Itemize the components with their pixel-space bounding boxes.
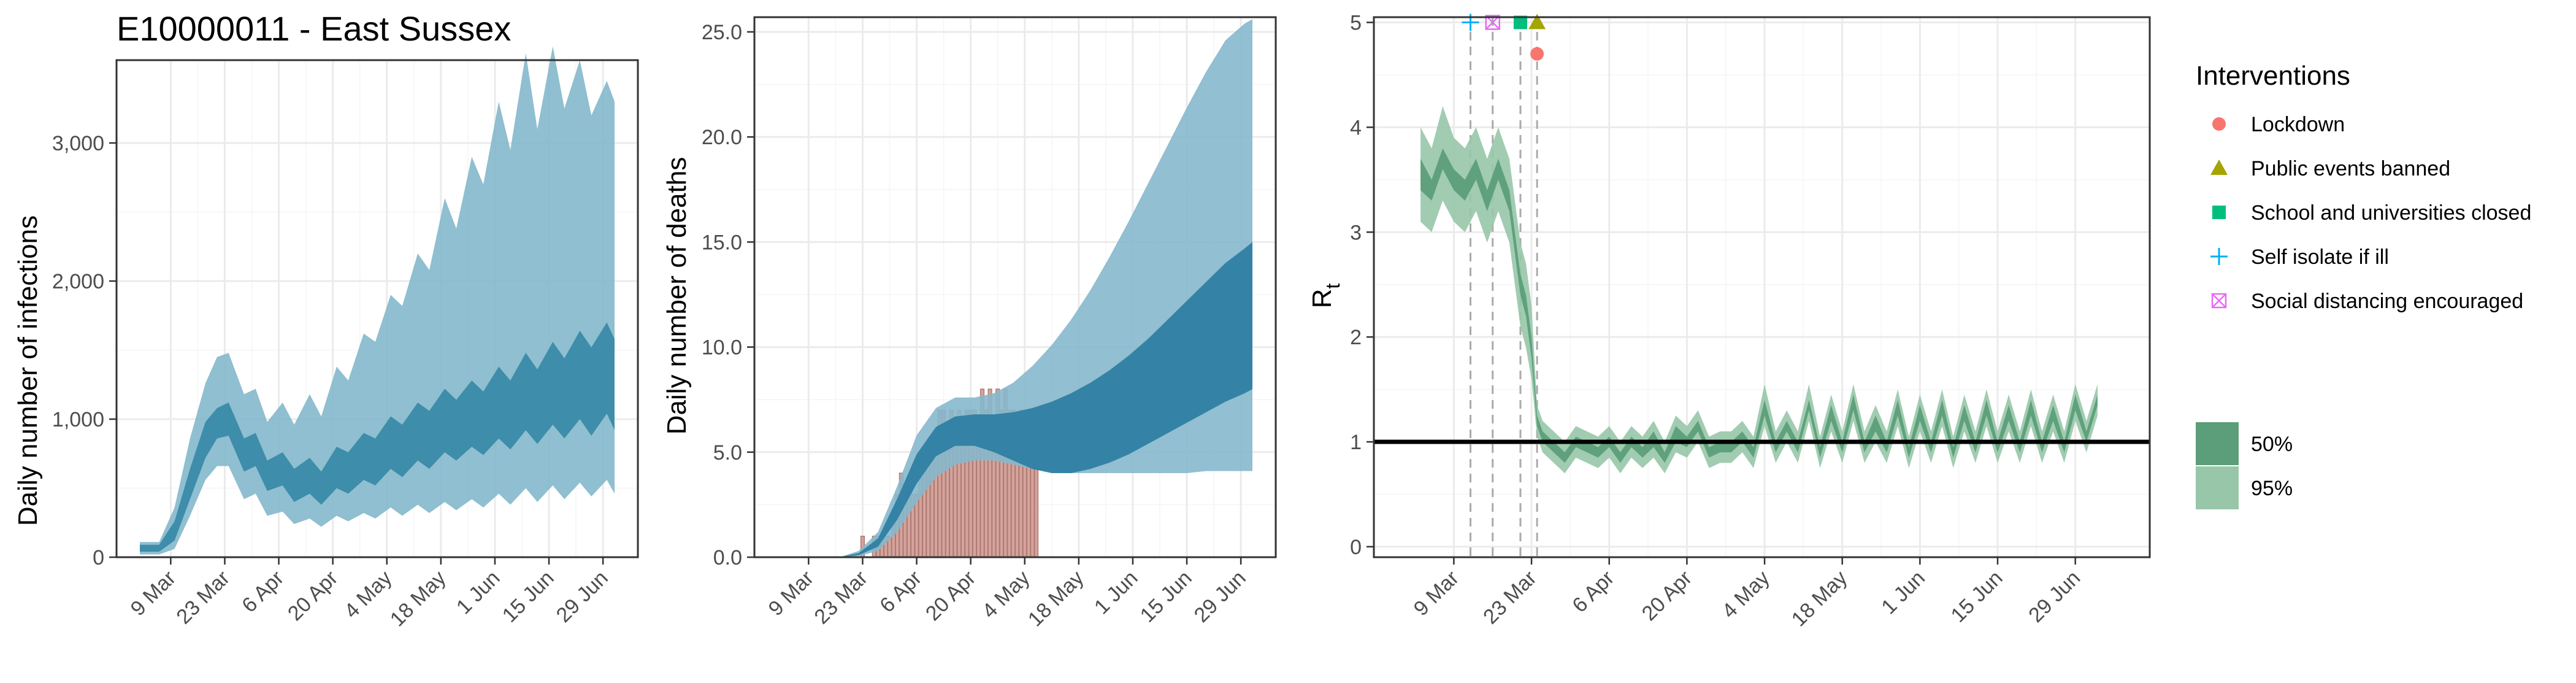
x-tick-label: 18 May: [386, 566, 451, 631]
plot-border: [115, 59, 639, 558]
square-icon: [2212, 206, 2226, 219]
y-tick-label: 0.0: [713, 546, 742, 569]
legend-ci-label: 50%: [2251, 433, 2293, 456]
legend-label: Social distancing encouraged: [2251, 290, 2523, 313]
y-tick-label: 20.0: [702, 126, 742, 149]
x-tick-label: 15 Jun: [1947, 566, 2007, 627]
x-tick-label: 29 Jun: [2024, 566, 2085, 627]
y-tick-label: 4: [1350, 116, 1362, 139]
schools-marker-icon: [1513, 15, 1527, 29]
ci-swatch: [2196, 422, 2239, 465]
y-tick-label: 0: [93, 546, 104, 569]
x-tick-label: 18 May: [1024, 566, 1089, 631]
legend-ci-item: 50%: [2196, 422, 2293, 465]
x-tick-label: 20 Apr: [921, 566, 980, 625]
plot-border: [753, 16, 1277, 558]
x-tick-label: 20 Apr: [1638, 566, 1696, 625]
triangle-icon: [2210, 160, 2228, 175]
y-tick-label: 1: [1350, 431, 1362, 454]
legend-ci-item: 95%: [2196, 466, 2293, 509]
x-tick-label: 1 Jun: [1090, 566, 1143, 619]
x-tick-label: 1 Jun: [1877, 566, 1930, 619]
boxed-x-icon: [2211, 293, 2227, 309]
y-tick-label: 3: [1350, 221, 1362, 244]
infections-panel: Daily number of infections 0 1,000 2,000 3,…: [13, 46, 639, 631]
legend-item: Self isolate if ill: [2210, 245, 2389, 269]
y-tick-label: 2,000: [52, 270, 104, 293]
y-tick-label: 3,000: [52, 132, 104, 155]
x-tick-label: 6 Apr: [875, 566, 926, 617]
legend-title: Interventions: [2196, 61, 2350, 91]
legend-label: School and universities closed: [2251, 201, 2531, 225]
x-tick-label: 15 Jun: [498, 566, 559, 627]
x-tick-label: 23 Mar: [172, 566, 234, 629]
chart-title: E10000011 - East Sussex: [117, 9, 511, 48]
legend-label: Public events banned: [2251, 157, 2450, 180]
legend-item: Lockdown: [2212, 113, 2345, 136]
deaths-y-axis-label: Daily number of deaths: [662, 157, 692, 434]
x-tick-label: 4 May: [1717, 566, 1774, 623]
x-tick-label: 18 May: [1787, 566, 1852, 631]
ci-swatch: [2196, 466, 2239, 509]
y-tick-label: 1,000: [52, 408, 104, 431]
box: [1485, 15, 1500, 30]
legend-item: Social distancing encouraged: [2211, 290, 2523, 313]
y-tick-label: 25.0: [702, 21, 742, 44]
rt-y-axis-label: Rt: [1307, 284, 1344, 309]
ci-band-50: [778, 242, 1252, 557]
lockdown-marker-icon: [1530, 47, 1544, 61]
x-tick-label: 6 Apr: [237, 566, 288, 617]
observed-deaths-bar: [1022, 452, 1027, 558]
deaths-panel: Daily number of deaths 0.0 5.0 10.0 15.0 20.…: [662, 16, 1277, 631]
x-tick-label: 29 Jun: [552, 566, 613, 627]
legend-item: Public events banned: [2210, 157, 2450, 180]
x-tick-label: 23 Mar: [810, 566, 872, 629]
y-tick-label: 15.0: [702, 231, 742, 254]
legend-label: Lockdown: [2251, 113, 2345, 136]
x-tick-label: 15 Jun: [1136, 566, 1197, 627]
legend: Interventions Lockdown Public events bann…: [2196, 61, 2531, 509]
circle-icon: [2212, 117, 2226, 131]
plot-area: [1373, 16, 2151, 558]
y-tick-label: 0: [1350, 536, 1362, 559]
y-tick-label: 5: [1350, 12, 1362, 35]
legend-ci-label: 95%: [2251, 477, 2293, 500]
x-tick-label: 1 Jun: [452, 566, 505, 619]
rt-panel: Rt 0 1 2 3 4 5 9 Mar 23 Mar 6 Apr 20 Apr 4 May 18 M…: [1307, 12, 2151, 631]
public-events-marker-icon: [1528, 14, 1546, 29]
legend-item: School and universities closed: [2212, 201, 2531, 225]
y-tick-label: 10.0: [702, 336, 742, 360]
x-tick-label: 29 Jun: [1190, 566, 1251, 627]
legend-label: Self isolate if ill: [2251, 245, 2389, 269]
x-tick-label: 23 Mar: [1479, 566, 1541, 629]
plot-border: [1373, 16, 2151, 558]
x-tick-label: 6 Apr: [1568, 566, 1619, 617]
y-tick-label: 5.0: [713, 441, 742, 465]
y-tick-label: 2: [1350, 326, 1362, 349]
x-tick-label: 20 Apr: [283, 566, 342, 625]
ci-band-50: [140, 322, 615, 552]
infections-y-axis-label: Daily number of infections: [13, 215, 43, 526]
boxed-x-icon: [2212, 293, 2226, 308]
x-tick-label: 9 Mar: [1409, 566, 1463, 620]
